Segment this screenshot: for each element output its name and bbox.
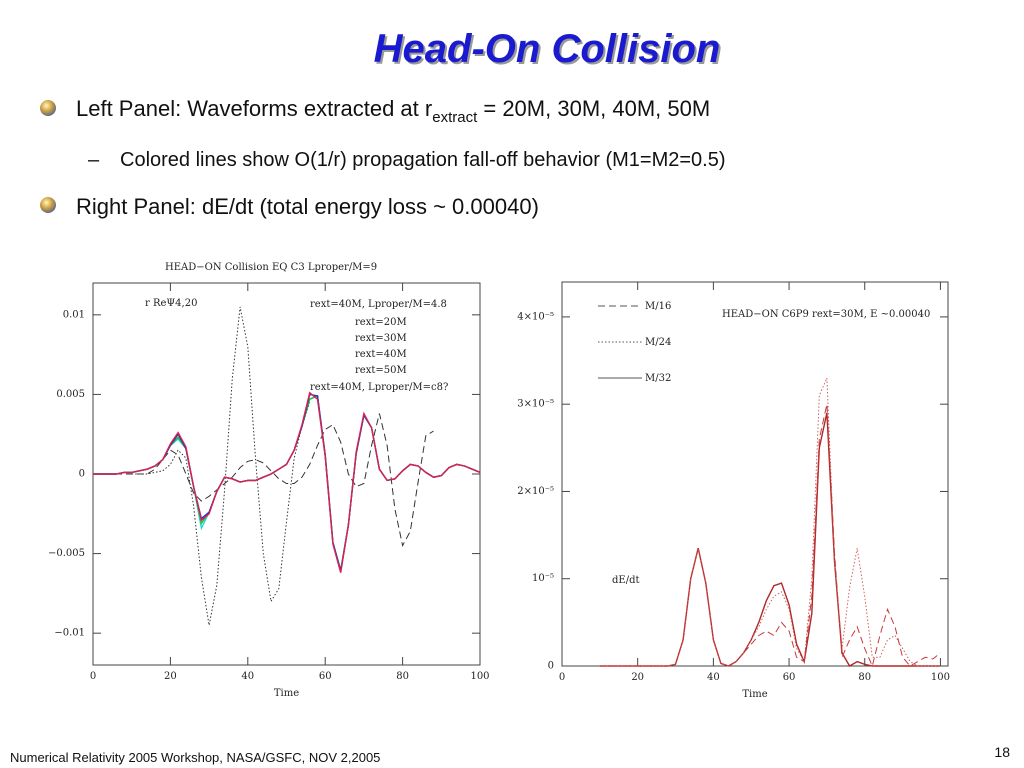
plot-frame xyxy=(92,282,481,666)
legend-label: M/16 xyxy=(645,301,671,312)
slide-title: Head-On Collision xyxy=(374,27,721,71)
legend-label: rext=40M, Lproper/M=c8? xyxy=(310,382,448,393)
x-tick-label: 80 xyxy=(396,671,409,682)
series-line xyxy=(131,306,311,626)
y-tick-label: −0.01 xyxy=(54,628,85,639)
legend-label: rext=40M xyxy=(355,349,407,360)
y-tick-label: 0.01 xyxy=(63,309,85,320)
legend-label: rext=30M xyxy=(355,333,407,344)
series-line xyxy=(93,413,434,548)
x-tick-label: 0 xyxy=(90,671,96,682)
series-line xyxy=(599,404,941,668)
legend-label: M/32 xyxy=(645,373,671,384)
sub-bullet-dash: – xyxy=(88,149,100,171)
bullet-text: Left Panel: Waveforms extracted at rextr… xyxy=(76,96,710,126)
x-tick-label: 40 xyxy=(241,671,254,682)
series-line xyxy=(93,391,481,573)
title-shadow: Head-On Collision xyxy=(376,29,723,73)
y-tick-label: 0.005 xyxy=(56,389,85,400)
x-tick-label: 60 xyxy=(319,671,332,682)
x-tick-label: 0 xyxy=(559,672,565,683)
footer: Numerical Relativity 2005 Workshop, NASA… xyxy=(10,750,380,765)
y-tick-label: 3×10⁻⁵ xyxy=(517,399,554,410)
x-tick-label: 40 xyxy=(707,672,720,683)
bullet-icon xyxy=(40,197,56,213)
legend-label: M/24 xyxy=(645,337,671,348)
x-tick-label: 100 xyxy=(470,671,489,682)
y-tick-label: 10⁻⁵ xyxy=(532,573,554,584)
x-tick-label: 20 xyxy=(164,671,177,682)
legend-label: rext=20M xyxy=(355,317,407,328)
legend-label: rext=50M xyxy=(355,365,407,376)
legend-label: rext=40M, Lproper/M=4.8 xyxy=(310,299,447,310)
x-axis-label: Time xyxy=(274,688,299,699)
y-tick-label: −0.005 xyxy=(48,548,85,559)
x-tick-label: 80 xyxy=(858,672,871,683)
y-tick-label: 0 xyxy=(79,469,85,480)
y-tick-label: 4×10⁻⁵ xyxy=(517,311,554,322)
y-tick-label: 0 xyxy=(548,661,554,672)
sub-bullet-text: Colored lines show O(1/r) propagation fa… xyxy=(120,149,726,171)
x-tick-label: 100 xyxy=(931,672,950,683)
chart-title: HEAD−ON Collision EQ C3 Lproper/M=9 xyxy=(165,262,377,273)
annotation: dE/dt xyxy=(612,575,640,586)
x-tick-label: 60 xyxy=(783,672,796,683)
plot-frame xyxy=(561,281,949,667)
bullet-text: Right Panel: dE/dt (total energy loss ~ … xyxy=(76,194,539,219)
y-tick-label: 2×10⁻⁵ xyxy=(517,486,554,497)
x-tick-label: 20 xyxy=(631,672,644,683)
x-axis-label: Time xyxy=(742,689,767,700)
bullet-icon xyxy=(40,100,56,116)
annotation: r ReΨ4,20 xyxy=(145,298,197,309)
chart-title: HEAD−ON C6P9 rext=30M, E ~0.00040 xyxy=(722,309,930,320)
page-number: 18 xyxy=(994,744,1010,760)
